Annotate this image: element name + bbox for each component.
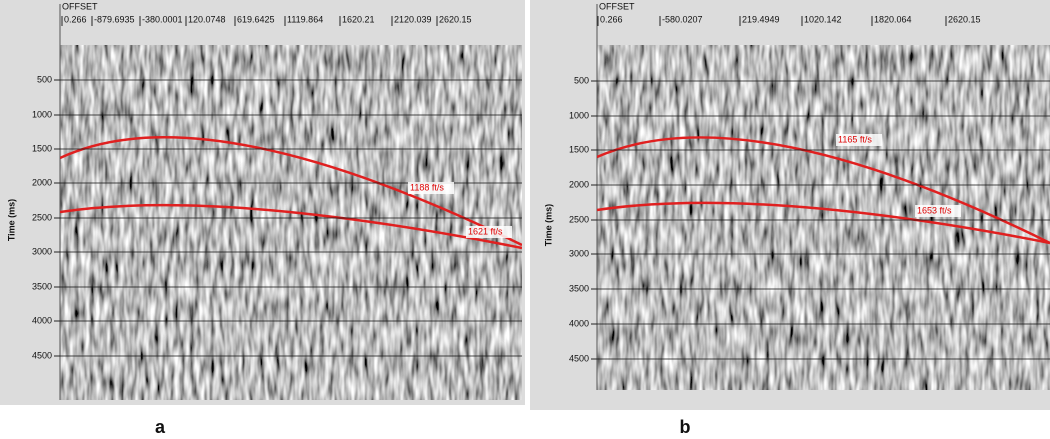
y-axis-title: Time (ms) (543, 204, 553, 246)
velocity-label-box (836, 134, 882, 146)
offset-tick-label: 1820.064 (874, 14, 912, 24)
seismic-image (597, 45, 1050, 390)
moveout-curve (60, 203, 522, 250)
time-tick-label: 4500 (569, 353, 589, 363)
velocity-label: 1165 ft/s (838, 134, 872, 144)
offset-tick-label: 120.0748 (188, 14, 226, 24)
velocity-label: 1653 ft/s (917, 205, 952, 215)
header-label: OFFSET (599, 1, 635, 11)
moveout-curve (60, 136, 522, 247)
offset-tick-label: 1020.142 (804, 14, 842, 24)
offset-tick-label: 1620.21 (342, 14, 375, 24)
time-tick-label: 500 (574, 75, 589, 85)
time-tick-label: 1500 (569, 144, 589, 154)
moveout-curve (597, 136, 1050, 245)
velocity-label-box (466, 226, 512, 238)
time-tick-label: 500 (37, 74, 52, 84)
offset-tick-label: 2120.039 (394, 14, 432, 24)
time-tick-label: 2000 (569, 179, 589, 189)
red-curves (597, 136, 1050, 245)
seismic-image (60, 45, 522, 400)
panel-label: b (680, 417, 691, 437)
time-tick-label: 1500 (32, 143, 52, 153)
time-tick-label: 4000 (32, 315, 52, 325)
offset-tick-label: 619.6425 (237, 14, 275, 24)
velocity-label: 1621 ft/s (468, 226, 503, 236)
red-curves (60, 136, 522, 250)
moveout-curve (597, 201, 1050, 245)
time-tick-label: 2500 (569, 214, 589, 224)
time-tick-label: 3500 (569, 283, 589, 293)
velocity-label-box (408, 182, 454, 194)
offset-tick-label: 2620.15 (439, 14, 472, 24)
offset-tick-label: 1119.864 (287, 14, 323, 24)
offset-tick-label: 219.4949 (742, 14, 780, 24)
velocity-label: 1188 ft/s (410, 182, 444, 192)
y-axis-title: Time (ms) (6, 199, 16, 241)
time-tick-label: 2000 (32, 177, 52, 187)
time-tick-label: 3000 (32, 246, 52, 256)
time-tick-label: 3000 (569, 248, 589, 258)
time-tick-label: 1000 (569, 110, 589, 120)
offset-tick-label: 0.266 (600, 14, 623, 24)
time-tick-label: 2500 (32, 212, 52, 222)
time-tick-label: 4500 (32, 350, 52, 360)
offset-tick-label: -580.0207 (662, 14, 703, 24)
offset-tick-label: 2620.15 (948, 14, 981, 24)
time-tick-label: 1000 (32, 109, 52, 119)
panel-label: a (155, 417, 166, 437)
time-tick-label: 3500 (32, 281, 52, 291)
time-tick-label: 4000 (569, 318, 589, 328)
header-label: OFFSET (62, 1, 98, 11)
velocity-label-box (915, 205, 961, 217)
offset-tick-label: -380.0001 (142, 14, 183, 24)
offset-tick-label: -879.6935 (94, 14, 135, 24)
offset-tick-label: 0.266 (64, 14, 87, 24)
